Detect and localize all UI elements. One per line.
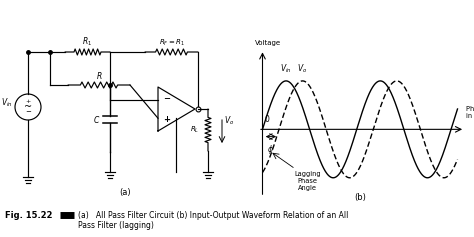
Text: $V_o$: $V_o$ xyxy=(297,62,308,75)
Text: −: − xyxy=(25,109,31,115)
Text: 0: 0 xyxy=(265,115,270,124)
Text: $V_o$: $V_o$ xyxy=(224,114,234,127)
Text: $R_F = R_1$: $R_F = R_1$ xyxy=(158,38,184,48)
Text: $R_L$: $R_L$ xyxy=(190,125,199,135)
Text: ~: ~ xyxy=(24,102,32,112)
Text: $R_1$: $R_1$ xyxy=(82,36,92,48)
Text: $C$: $C$ xyxy=(93,114,100,125)
Text: Pass Filter (lagging): Pass Filter (lagging) xyxy=(78,220,154,229)
Text: Voltage: Voltage xyxy=(255,40,281,46)
Text: +: + xyxy=(163,115,170,124)
Text: $R$: $R$ xyxy=(96,70,102,81)
Text: Phase Angle
in Degrees: Phase Angle in Degrees xyxy=(466,106,474,119)
Text: $\phi$: $\phi$ xyxy=(267,143,274,156)
Text: Fig. 15.22: Fig. 15.22 xyxy=(5,210,53,219)
Text: +: + xyxy=(26,99,31,104)
Text: (a): (a) xyxy=(119,187,131,196)
Text: $V_{in}$: $V_{in}$ xyxy=(280,62,292,75)
Text: (a)   All Pass Filter Circuit (b) Input-Output Waveform Relation of an All: (a) All Pass Filter Circuit (b) Input-Ou… xyxy=(78,210,348,219)
Text: Lagging
Phase
Angle: Lagging Phase Angle xyxy=(294,170,321,191)
Text: (b): (b) xyxy=(354,193,366,202)
Text: $V_{in}$: $V_{in}$ xyxy=(1,97,13,109)
Text: −: − xyxy=(163,94,170,103)
